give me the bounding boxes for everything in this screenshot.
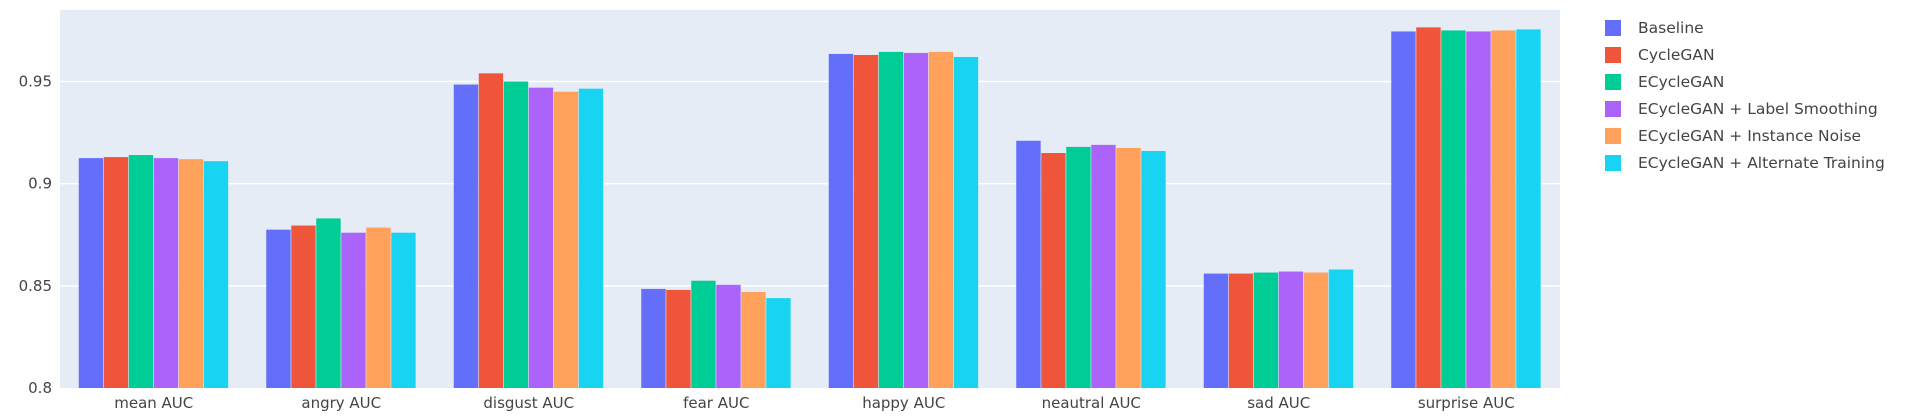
x-tick-label: neautral AUC (1042, 394, 1141, 412)
bar[interactable] (1016, 140, 1041, 388)
bar[interactable] (103, 157, 129, 388)
bar[interactable] (316, 218, 341, 388)
bar[interactable] (741, 291, 766, 388)
legend-swatch (1605, 100, 1621, 117)
legend-label: Baseline (1638, 18, 1704, 37)
bar[interactable] (528, 87, 554, 388)
legend-item[interactable]: Baseline (1605, 14, 1885, 41)
legend-swatch (1605, 73, 1621, 90)
bar[interactable] (953, 56, 979, 388)
bar[interactable] (1253, 272, 1279, 388)
bar[interactable] (391, 232, 416, 388)
bar[interactable] (641, 288, 666, 388)
bar[interactable] (1066, 146, 1091, 388)
legend-item[interactable]: ECycleGAN (1605, 68, 1885, 95)
bar[interactable] (1328, 269, 1354, 388)
bar[interactable] (1491, 30, 1516, 388)
bar[interactable] (578, 88, 604, 389)
y-tick-label: 0.9 (28, 175, 52, 193)
legend-item[interactable]: CycleGAN (1605, 41, 1885, 68)
bar[interactable] (903, 52, 929, 388)
y-tick-label: 0.85 (19, 277, 52, 295)
bar[interactable] (1116, 147, 1141, 388)
bar[interactable] (878, 51, 904, 389)
legend: Baseline CycleGAN ECycleGAN ECycleGAN + Lab… (1605, 14, 1885, 176)
bar[interactable] (1091, 144, 1116, 388)
y-axis-ticks: 0.8 0.85 0.9 0.95 (19, 73, 52, 397)
bar[interactable] (503, 81, 529, 388)
bar[interactable] (828, 53, 854, 389)
x-tick-label: angry AUC (301, 394, 381, 412)
legend-label: ECycleGAN + Label Smoothing (1638, 99, 1878, 118)
legend-label: CycleGAN (1638, 45, 1715, 64)
bar[interactable] (1466, 31, 1491, 389)
legend-swatch (1605, 46, 1621, 63)
bar[interactable] (1228, 273, 1254, 388)
bar[interactable] (1416, 27, 1441, 389)
bar[interactable] (453, 84, 479, 389)
y-tick-label: 0.95 (19, 73, 52, 91)
x-tick-label: sad AUC (1247, 394, 1310, 412)
x-tick-label: fear AUC (683, 394, 749, 412)
legend-item[interactable]: ECycleGAN + Label Smoothing (1605, 95, 1885, 122)
bar[interactable] (341, 232, 366, 388)
bar[interactable] (716, 284, 741, 388)
legend-swatch (1605, 154, 1621, 171)
bar[interactable] (928, 51, 954, 389)
bar[interactable] (766, 298, 791, 388)
bar[interactable] (1041, 153, 1066, 388)
bar[interactable] (666, 289, 691, 388)
bar[interactable] (1141, 150, 1166, 388)
legend-item[interactable]: ECycleGAN + Alternate Training (1605, 149, 1885, 176)
bar[interactable] (366, 227, 391, 388)
bar[interactable] (691, 280, 716, 388)
bar[interactable] (178, 159, 204, 388)
bar[interactable] (128, 155, 154, 388)
bar[interactable] (153, 158, 179, 388)
bar[interactable] (266, 229, 291, 388)
bar[interactable] (1303, 272, 1329, 388)
bar[interactable] (78, 158, 104, 388)
legend-swatch (1605, 19, 1621, 36)
bar[interactable] (291, 225, 316, 388)
y-tick-label: 0.8 (28, 379, 52, 397)
legend-label: ECycleGAN + Instance Noise (1638, 126, 1862, 145)
bar[interactable] (1278, 271, 1304, 388)
x-tick-label: surprise AUC (1418, 394, 1515, 412)
legend-label: ECycleGAN + Alternate Training (1638, 153, 1885, 172)
x-axis-ticks: mean AUC angry AUC disgust AUC fear AUC happ… (114, 394, 1514, 412)
bar[interactable] (1203, 273, 1229, 388)
x-tick-label: mean AUC (114, 394, 193, 412)
x-tick-label: disgust AUC (483, 394, 574, 412)
legend-item[interactable]: ECycleGAN + Instance Noise (1605, 122, 1885, 149)
bar[interactable] (1391, 31, 1416, 389)
bar[interactable] (203, 161, 229, 388)
bar[interactable] (853, 54, 879, 388)
bar[interactable] (1516, 29, 1541, 389)
bar[interactable] (478, 73, 504, 388)
bar-series-group (78, 27, 1541, 389)
bar[interactable] (1441, 30, 1466, 388)
bar[interactable] (553, 91, 579, 388)
legend-label: ECycleGAN (1638, 72, 1725, 91)
x-tick-label: happy AUC (862, 394, 945, 412)
legend-swatch (1605, 127, 1621, 144)
